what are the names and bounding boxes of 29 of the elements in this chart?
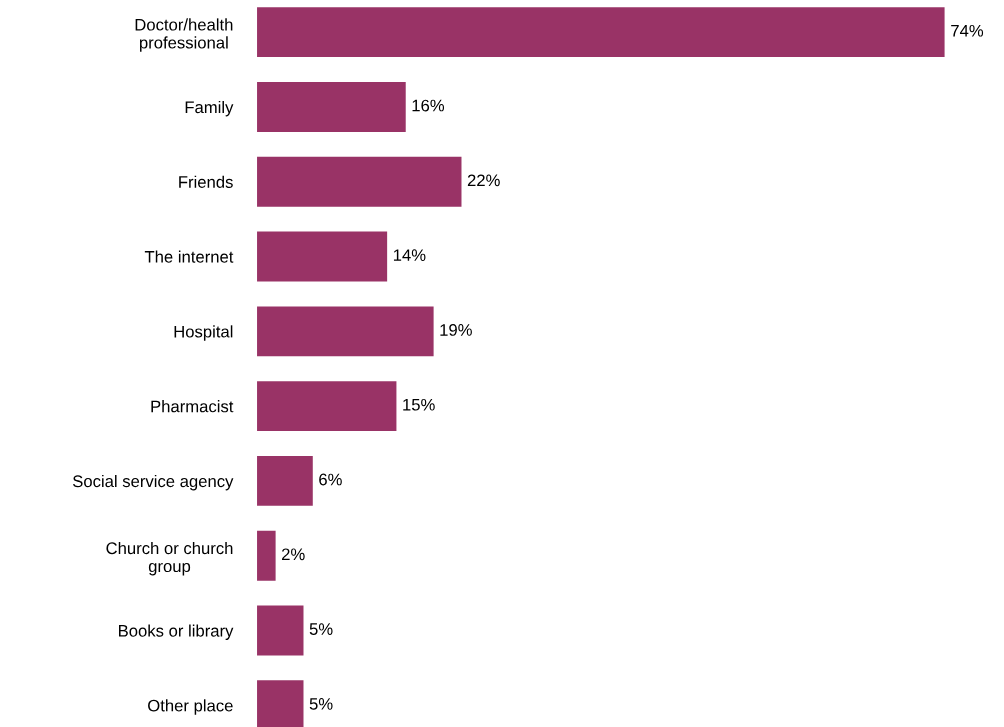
data-label: 15%: [403, 398, 435, 411]
bar: [257, 455, 313, 506]
data-label: 16%: [412, 99, 445, 112]
data-label: 19%: [440, 324, 472, 336]
bar: [257, 381, 397, 432]
data-label: 5%: [309, 698, 333, 710]
bar: [257, 82, 406, 132]
bar: [257, 156, 462, 207]
y-tick-label: Family: [185, 100, 234, 117]
y-tick-label: The internet: [144, 250, 234, 263]
y-tick-label: Other place: [148, 699, 233, 715]
data-label: 2%: [282, 548, 305, 561]
y-tick-label: Pharmacist: [151, 400, 234, 413]
bar: [257, 7, 945, 58]
data-label: 74%: [951, 24, 984, 37]
y-tick-label: Social service agency: [72, 474, 234, 491]
y-tick-label: Hospital: [174, 325, 233, 341]
y-tick-label: Books or library: [119, 624, 234, 641]
data-label: 14%: [393, 249, 426, 261]
bar: [257, 605, 304, 656]
data-label: 5%: [309, 623, 333, 635]
y-tick-label: Doctor/health professional: [135, 18, 233, 52]
bar: [257, 231, 388, 282]
bar: [257, 306, 434, 357]
data-label: 6%: [319, 473, 342, 486]
y-tick-label: Church or church group: [106, 541, 233, 576]
bar: [257, 530, 276, 581]
data-label: 22%: [467, 174, 500, 187]
y-tick-label: Friends: [179, 175, 233, 188]
